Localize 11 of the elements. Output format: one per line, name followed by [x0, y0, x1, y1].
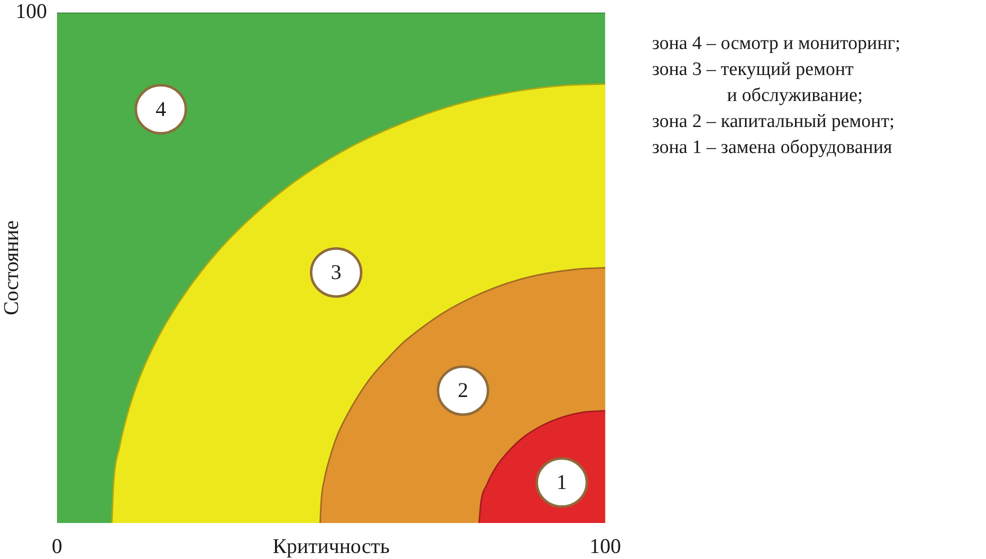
series-label: 4 — [156, 96, 167, 121]
x-tick-label: 0 — [52, 534, 62, 558]
text: зона 3 – текущий ремонт и обслуживание; — [652, 58, 864, 108]
series-label: 3 — [330, 260, 342, 284]
text: зона 1 – замена оборудования — [652, 136, 894, 160]
text: зона 4 – осмотр и мониторинг; — [652, 32, 900, 56]
x-axis-title: Критичность — [272, 534, 390, 559]
text: зона 2 – капитальный ремонт; — [652, 110, 896, 134]
series-label: 2 — [458, 378, 468, 402]
y-axis-title: Состояние — [0, 220, 24, 316]
series-label: 1 — [556, 470, 568, 494]
